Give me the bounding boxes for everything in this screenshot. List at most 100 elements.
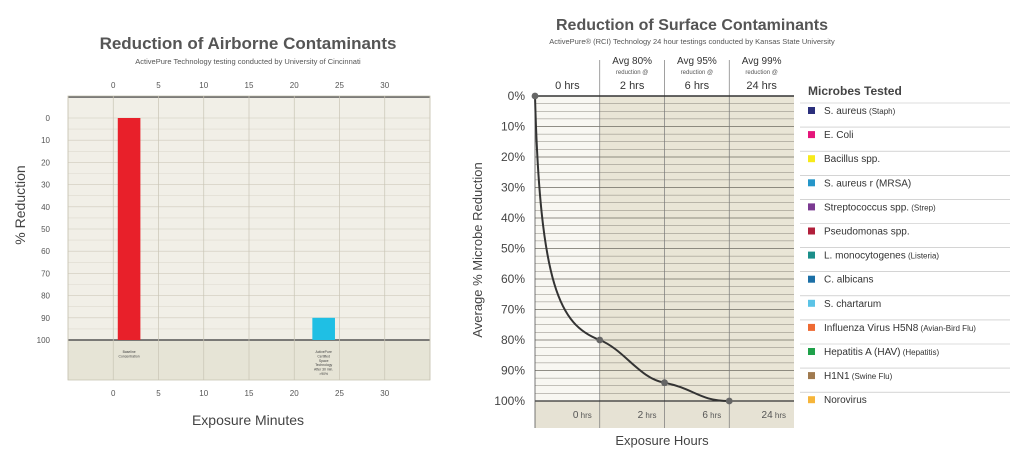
header-top-1: Avg 80% — [612, 56, 652, 67]
legend-swatch — [808, 131, 815, 139]
legend-swatch — [808, 155, 815, 163]
airborne-x-ticks-top: 0 5 10 15 20 25 30 — [111, 81, 390, 90]
legend-swatch — [808, 275, 815, 283]
surface-y-tick: 10% — [501, 120, 525, 134]
header-bottom-0: 0 hrs — [555, 80, 580, 92]
airborne-subtitle: ActivePure Technology testing conducted … — [135, 57, 361, 66]
surface-y-tick: 60% — [501, 272, 525, 286]
surface-x-ticks: 0 hrs 2 hrs 6 hrs 24 hrs — [573, 410, 786, 421]
airborne-y-tick: 20 — [41, 158, 50, 167]
airborne-y-tick: 100 — [37, 336, 51, 345]
airborne-x-tick-top: 15 — [245, 81, 254, 90]
airborne-y-tick: 30 — [41, 181, 50, 190]
header-small-1: reduction @ — [616, 70, 648, 76]
airborne-x-ticks-bottom: 0 5 10 15 20 25 30 — [111, 389, 390, 398]
surface-x-tick: 24 hrs — [762, 410, 786, 421]
legend-swatch — [808, 323, 815, 331]
legend-item: Hepatitis A (HAV) (Hepatitis) — [824, 347, 940, 358]
surface-title: Reduction of Surface Contaminants — [556, 17, 828, 34]
surface-y-tick: 50% — [501, 242, 525, 256]
header-small-3: reduction @ — [745, 70, 777, 76]
surface-column-headers: 0 hrs Avg 80% reduction @ 2 hrs Avg 95% reduc… — [555, 56, 782, 92]
header-bottom-2: 6 hrs — [685, 80, 710, 92]
airborne-bar-2 — [312, 317, 335, 340]
legend-swatch — [808, 179, 815, 187]
airborne-y-tick: 80 — [41, 292, 50, 301]
surface-y-ticks: 0% 10% 20% 30% 40% 50% 60% 70% 80% 90% 100% — [494, 89, 525, 408]
surface-y-tick: 30% — [501, 181, 525, 195]
airborne-y-tick: 90 — [41, 314, 50, 323]
airborne-x-tick-top: 0 — [111, 81, 116, 90]
surface-y-tick: 70% — [501, 303, 525, 317]
airborne-y-tick: 10 — [41, 136, 50, 145]
legend-swatch — [808, 348, 815, 355]
airborne-x-tick-bottom: 0 — [111, 389, 116, 398]
airborne-x-tick-bottom: 30 — [380, 389, 389, 398]
airborne-frame — [67, 95, 431, 381]
legend-swatch — [808, 299, 815, 307]
legend-title: Microbes Tested — [808, 84, 902, 98]
airborne-y-tick: 40 — [41, 203, 50, 212]
header-small-2: reduction @ — [681, 70, 713, 76]
data-point-2 — [661, 379, 668, 387]
airborne-y-label: % Reduction — [12, 165, 28, 244]
legend-swatch — [808, 396, 815, 404]
airborne-bars: Baseline Concentration ActivePure Certified… — [117, 118, 335, 376]
legend-item: Bacillus spp. — [824, 154, 880, 165]
airborne-x-tick-bottom: 5 — [156, 389, 161, 398]
header-top-2: Avg 95% — [677, 56, 717, 67]
legend-item: Pseudomonas spp. — [824, 227, 910, 238]
legend-swatch — [808, 372, 815, 380]
reduction-curve — [534, 95, 730, 402]
surface-x-label: Exposure Hours — [615, 433, 709, 448]
surface-data-points — [531, 92, 733, 405]
surface-chart: Reduction of Surface Contaminants Active… — [470, 17, 1010, 448]
data-point-0 — [531, 92, 539, 100]
surface-x-tick: 6 hrs — [702, 410, 721, 421]
legend-item: Influenza Virus H5N8 (Avian-Bird Flu) — [824, 323, 976, 334]
airborne-bar-label-2: ActivePure Certified Space Technology After … — [314, 350, 333, 376]
airborne-y-tick: 60 — [41, 247, 50, 256]
airborne-x-tick-top: 20 — [290, 81, 299, 90]
legend-item: C. albicans — [824, 275, 873, 286]
legend-swatch — [808, 251, 815, 259]
legend-item: Norovirus — [824, 395, 867, 406]
surface-x-tick: 2 hrs — [638, 410, 657, 421]
legend-item: S. aureus (Staph) — [824, 106, 896, 117]
airborne-x-tick-bottom: 10 — [199, 389, 208, 398]
airborne-x-label: Exposure Minutes — [192, 412, 304, 428]
legend-item: L. monocytogenes (Listeria) — [824, 251, 939, 262]
surface-subtitle: ActivePure® (RCI) Technology 24 hour tes… — [549, 37, 835, 46]
airborne-y-tick: 70 — [41, 269, 50, 278]
header-bottom-1: 2 hrs — [620, 80, 645, 92]
surface-y-tick: 100% — [494, 394, 525, 408]
header-bottom-3: 24 hrs — [746, 80, 777, 92]
airborne-y-tick: 0 — [46, 114, 51, 123]
surface-grid — [534, 60, 794, 428]
airborne-x-tick-bottom: 25 — [335, 389, 344, 398]
surface-y-tick: 40% — [501, 211, 525, 225]
airborne-x-tick-top: 5 — [156, 81, 161, 90]
legend-swatch — [808, 107, 815, 114]
airborne-x-tick-top: 30 — [380, 81, 389, 90]
airborne-x-tick-top: 25 — [335, 81, 344, 90]
legend-item: S. chartarum — [824, 299, 881, 310]
surface-x-tick: 0 hrs — [573, 410, 592, 421]
airborne-chart: Reduction of Airborne Contaminants Activ… — [12, 34, 431, 428]
legend-swatch — [808, 203, 815, 211]
header-top-3: Avg 99% — [742, 56, 782, 67]
legend-item: S. aureus r (MRSA) — [824, 178, 911, 189]
legend-item: Streptococcus spp. (Strep) — [824, 202, 936, 213]
surface-y-tick: 0% — [508, 89, 526, 103]
legend-item: H1N1 (Swine Flu) — [824, 371, 893, 382]
airborne-x-tick-bottom: 20 — [290, 389, 299, 398]
surface-y-tick: 20% — [501, 150, 525, 164]
data-point-1 — [596, 336, 604, 344]
airborne-y-tick: 50 — [41, 225, 50, 234]
surface-y-tick: 80% — [501, 333, 525, 347]
legend-swatch — [808, 227, 815, 235]
airborne-x-tick-bottom: 15 — [245, 389, 254, 398]
microbes-legend: S. aureus (Staph) E. Coli Bacillus spp. S. … — [800, 102, 1010, 406]
surface-y-label: Average % Microbe Reduction — [470, 162, 485, 337]
